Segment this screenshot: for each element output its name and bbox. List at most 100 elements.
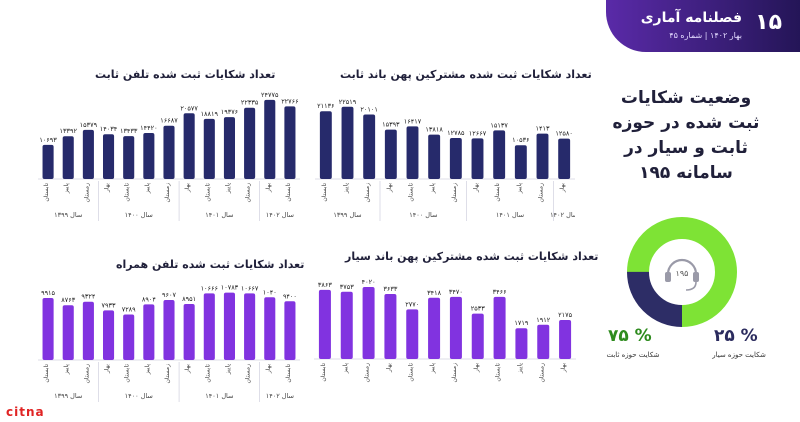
x-tick-label: تابستان bbox=[408, 183, 415, 202]
page-title-line: سامانه ۱۹۵ bbox=[639, 163, 733, 183]
bar-value-label: ۱۳۳۹۲ bbox=[59, 127, 77, 135]
bar bbox=[244, 107, 256, 179]
year-label: سال ۱۴۰۱ bbox=[205, 392, 233, 400]
bar bbox=[62, 136, 74, 179]
bar-value-label: ۱۷۱۹ bbox=[514, 319, 528, 327]
fixed-percent: ۷۵ % bbox=[608, 326, 652, 346]
bar-value-label: ۱۰۶۶۶ bbox=[201, 284, 218, 292]
mobile-percent: ۲۵ % bbox=[714, 326, 758, 346]
x-tick-label: زمستان bbox=[83, 364, 90, 384]
bar bbox=[318, 289, 331, 359]
bar-value-label: ۱۰۵۳۶ bbox=[512, 136, 529, 144]
x-tick-label: پاییز bbox=[342, 363, 349, 375]
x-tick-label: پاییز bbox=[224, 364, 231, 376]
bar-value-label: ۲۲۳۳۵ bbox=[241, 99, 259, 107]
x-tick-label: زمستان bbox=[451, 363, 458, 383]
bar-value-label: ۳۴۷۰ bbox=[449, 288, 463, 296]
bar bbox=[428, 134, 441, 179]
bar bbox=[340, 291, 353, 359]
year-label: سال ۱۳۹۹ bbox=[54, 211, 82, 219]
year-label: سال ۱۴۰۲ bbox=[550, 211, 575, 219]
donut-slice-mobile bbox=[627, 217, 737, 327]
chart-title-mobile-phone: تعداد شکایات ثبت شده تلفن همراه bbox=[116, 258, 305, 271]
bar bbox=[143, 132, 155, 179]
x-tick-label: بهار bbox=[473, 183, 480, 193]
bar-value-label: ۱۳۸۱۸ bbox=[425, 126, 443, 134]
bar-value-label: ۱۹۱۲ bbox=[536, 316, 550, 324]
bar bbox=[244, 293, 256, 360]
bar bbox=[514, 145, 527, 179]
x-tick-label: تابستان bbox=[124, 183, 131, 202]
headset-band bbox=[666, 258, 698, 275]
bar-value-label: ۷۲۸۹ bbox=[122, 305, 136, 313]
bar bbox=[264, 297, 276, 360]
bar-value-label: ۸۹۵۱ bbox=[182, 295, 196, 303]
bar-value-label: ۴۰۲۰ bbox=[362, 278, 376, 286]
mobile-caption: شکایت حوزه سیار bbox=[712, 351, 766, 359]
bar bbox=[102, 134, 115, 179]
summary-donut: ۱۹۵ bbox=[624, 214, 740, 334]
headset-icon bbox=[665, 258, 699, 291]
bar-value-label: ۱۵۱۳۷ bbox=[490, 121, 508, 129]
x-tick-label: زمستان bbox=[245, 364, 252, 384]
bar-value-label: ۹۳۲۴ bbox=[81, 293, 95, 301]
chart-mobile-phone: ۹۹۱۵ تابستان ۸۷۶۳ پاییز ۹۳۲۴ زمستان ۷۹۳۳ بهار ۷۲… bbox=[38, 276, 300, 404]
x-tick-label: پاییز bbox=[516, 183, 523, 195]
year-label: سال ۱۳۹۹ bbox=[54, 392, 82, 400]
x-tick-label: پاییز bbox=[516, 363, 523, 375]
x-tick-label: زمستان bbox=[364, 363, 371, 383]
x-tick-label: تابستان bbox=[204, 364, 211, 383]
bar-value-label: ۹۶۰۷ bbox=[162, 291, 176, 299]
citna-logo: citna bbox=[6, 405, 45, 419]
x-tick-label: بهار bbox=[559, 183, 566, 193]
bar bbox=[284, 301, 296, 360]
x-tick-label: پاییز bbox=[144, 364, 151, 376]
bar-value-label: ۱۰۶۹۳ bbox=[39, 136, 57, 144]
issue-number: ۱۵ bbox=[755, 10, 782, 35]
page-title-line: ثبت شده در حوزه bbox=[612, 113, 760, 133]
bar bbox=[143, 304, 155, 360]
bar-value-label: ۳۴۶۶ bbox=[493, 288, 507, 296]
x-tick-label: تابستان bbox=[407, 363, 414, 382]
bar-value-label: ۱۲۵۸۰ bbox=[555, 130, 572, 138]
bar bbox=[449, 296, 462, 359]
headset-mic bbox=[685, 281, 697, 291]
x-tick-label: پاییز bbox=[224, 183, 231, 195]
bar-value-label: ۲۴۷۷۵ bbox=[261, 91, 279, 99]
bar bbox=[284, 106, 296, 179]
chart-title-mobile-broadband: تعداد شکایات ثبت شده مشترکین پهن باند سی… bbox=[345, 250, 599, 263]
x-tick-label: زمستان bbox=[164, 183, 171, 203]
x-tick-label: تابستان bbox=[321, 183, 328, 202]
chart-svg: ۲۱۱۳۶ تابستان ۲۲۵۱۹ پاییز ۲۰۱۰۱ زمستان ۱۵۳۹۳ به… bbox=[315, 98, 575, 221]
year-label: سال ۱۴۰۲ bbox=[266, 392, 294, 400]
bar-value-label: ۱۵۳۹۳ bbox=[382, 121, 400, 129]
bar-value-label: ۷۹۳۳ bbox=[102, 301, 116, 309]
x-tick-label: زمستان bbox=[245, 183, 252, 203]
year-label: سال ۱۴۰۱ bbox=[496, 211, 524, 219]
x-tick-label: بهار bbox=[385, 363, 392, 373]
x-tick-label: زمستان bbox=[451, 183, 458, 203]
bar bbox=[42, 144, 54, 179]
bar bbox=[558, 138, 571, 179]
page-title-line: ثابت و سیار در bbox=[624, 138, 748, 158]
bar-value-label: ۳۶۳۳ bbox=[383, 285, 397, 293]
bar-value-label: ۱۰۶۶۷ bbox=[241, 284, 259, 292]
x-tick-label: پاییز bbox=[343, 183, 350, 195]
chart-svg: ۹۹۱۵ تابستان ۸۷۶۳ پاییز ۹۳۲۴ زمستان ۷۹۳۳ بهار ۷۲… bbox=[38, 284, 300, 402]
bar-value-label: ۲۲۷۶۶ bbox=[281, 97, 298, 105]
magazine-header: ۱۵ فصلنامه آماری بهار ۱۴۰۲ | شماره ۴۵ bbox=[606, 0, 800, 52]
chart-title-fixed-phone: تعداد شکایات ثبت شده تلفن ثابت bbox=[95, 68, 276, 81]
bar bbox=[102, 310, 115, 360]
bar bbox=[559, 320, 572, 359]
bar bbox=[406, 126, 419, 179]
headset-ear-right bbox=[693, 272, 699, 282]
year-label: سال ۱۴۰۰ bbox=[409, 211, 437, 219]
bar bbox=[223, 117, 236, 179]
year-label: سال ۱۴۰۲ bbox=[266, 211, 294, 219]
x-tick-label: تابستان bbox=[43, 183, 50, 202]
bar bbox=[183, 304, 195, 360]
chart-fixed-broadband: ۲۱۱۳۶ تابستان ۲۲۵۱۹ پاییز ۲۰۱۰۱ زمستان ۱۵۳۹۳ به… bbox=[315, 88, 575, 223]
bar bbox=[82, 301, 94, 360]
bar-value-label: ۱۲۷۸۵ bbox=[447, 129, 465, 137]
bar-value-label: ۲۷۷۰ bbox=[405, 300, 419, 308]
